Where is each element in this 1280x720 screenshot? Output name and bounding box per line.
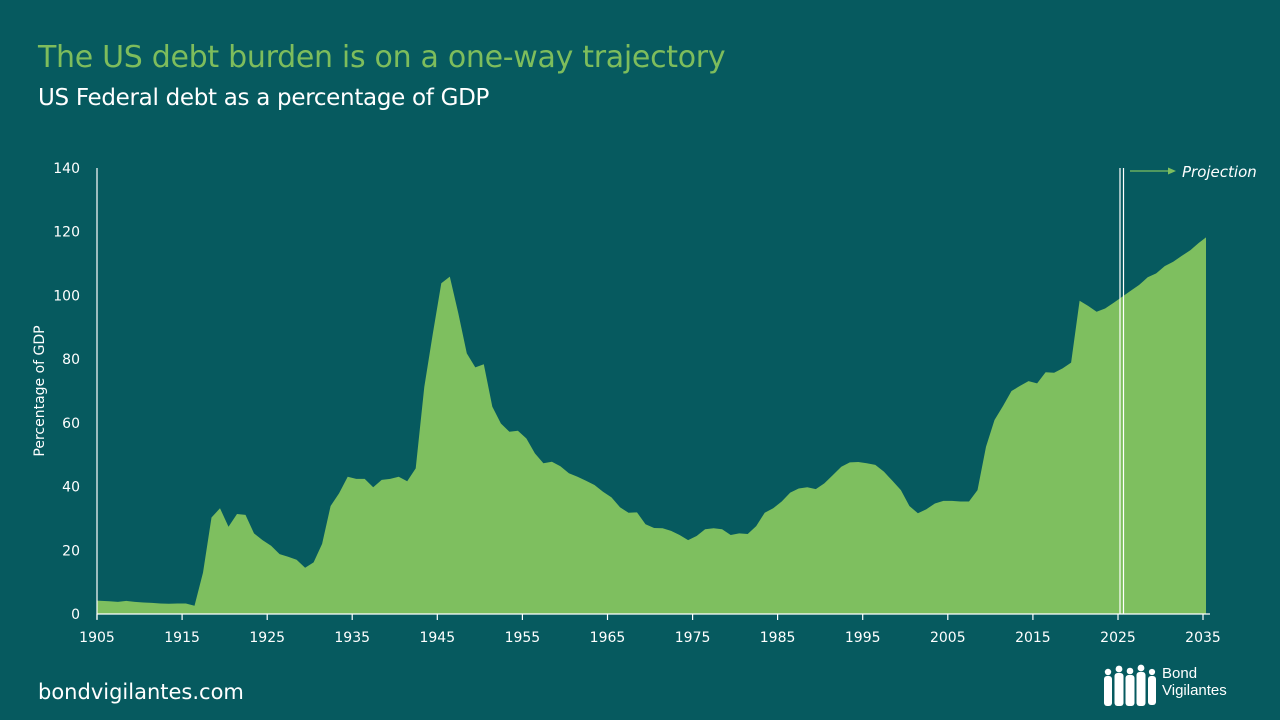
chart-subtitle: US Federal debt as a percentage of GDP xyxy=(38,85,490,111)
x-tick-label: 1995 xyxy=(845,630,881,646)
y-axis-label: Percentage of GDP xyxy=(32,325,48,456)
x-tick-label: 1935 xyxy=(334,630,370,646)
y-tick-label: 60 xyxy=(62,416,80,432)
x-tick-label: 1975 xyxy=(675,630,711,646)
y-tick-label: 140 xyxy=(53,161,80,177)
x-tick-label: 2025 xyxy=(1100,630,1136,646)
logo-text-bond: Bond xyxy=(1162,665,1198,682)
projection-label: Projection xyxy=(1182,163,1257,181)
x-tick-label: 1925 xyxy=(249,630,285,646)
x-tick-label: 1915 xyxy=(164,630,200,646)
y-tick-label: 20 xyxy=(62,543,80,559)
website-link[interactable]: bondvigilantes.com xyxy=(38,680,244,704)
x-tick-label: 1985 xyxy=(760,630,796,646)
y-tick-label: 80 xyxy=(62,352,80,368)
debt-area-series xyxy=(97,237,1206,614)
x-tick-label: 1945 xyxy=(419,630,455,646)
y-tick-label: 100 xyxy=(53,288,80,304)
bond-vigilantes-logo: Bond Vigilantes xyxy=(1100,662,1260,708)
chart-title: The US debt burden is on a one-way traje… xyxy=(38,40,726,75)
y-tick-label: 0 xyxy=(71,607,80,623)
y-tick-label: 40 xyxy=(62,480,80,496)
y-tick-label: 120 xyxy=(53,225,80,241)
logo-text-vigilantes: Vigilantes xyxy=(1162,682,1227,699)
projection-arrowhead-icon xyxy=(1168,167,1176,175)
x-tick-label: 2015 xyxy=(1015,630,1051,646)
x-tick-label: 2005 xyxy=(930,630,966,646)
x-tick-label: 2035 xyxy=(1185,630,1221,646)
x-tick-label: 1965 xyxy=(590,630,626,646)
x-tick-label: 1905 xyxy=(79,630,115,646)
x-tick-label: 1955 xyxy=(505,630,541,646)
people-silhouettes-icon xyxy=(1104,664,1156,706)
